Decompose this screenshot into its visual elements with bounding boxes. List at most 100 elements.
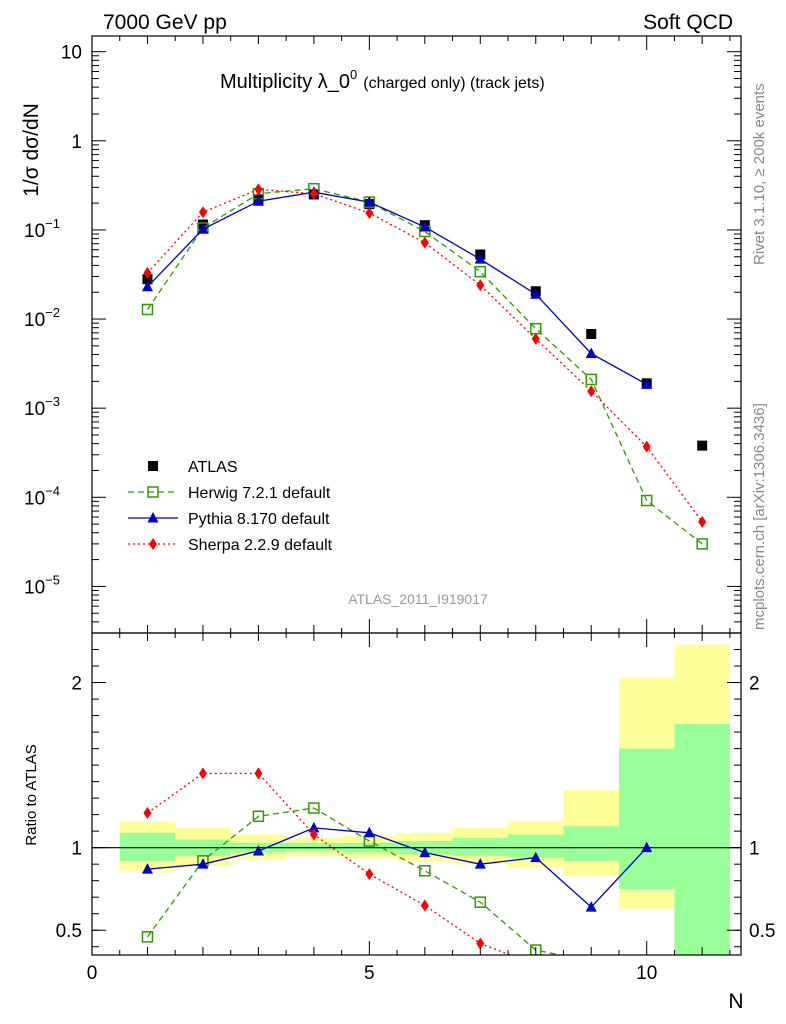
legend-label: Pythia 8.170 default (188, 511, 330, 528)
ratio-point (197, 858, 209, 869)
y-tick-label: 10−3 (24, 394, 60, 420)
ratio-point (419, 846, 431, 858)
y-tick-label: 10−4 (24, 483, 60, 509)
ratio-point (476, 937, 485, 950)
data-point (641, 378, 653, 389)
y-tick-label: 10−5 (24, 572, 60, 598)
plot-title-main: Multiplicity λ_0 (220, 71, 350, 93)
ratio-line (147, 827, 648, 909)
data-point (531, 332, 540, 345)
x-tick-label: 5 (364, 963, 375, 984)
ratio-point (309, 828, 318, 841)
data-point (142, 274, 153, 285)
ratio-series-group (141, 767, 707, 1005)
ratio-point (474, 896, 487, 908)
data-point (365, 206, 374, 219)
ratio-ylabel: Ratio to ATLAS (23, 744, 40, 845)
data-point (585, 373, 597, 386)
ratio-point (698, 984, 706, 996)
data-point (420, 236, 429, 249)
ratio-point (530, 851, 542, 863)
rivet-version-label: Rivet 3.1.10, ≥ 200k events (751, 83, 768, 265)
x-tick-label: 0 (87, 963, 98, 984)
ratio-line (146, 807, 563, 955)
legend-label: ATLAS (188, 459, 238, 476)
ratio-point (587, 969, 595, 981)
ratio-point (419, 865, 431, 877)
data-point (252, 195, 264, 206)
data-point (698, 515, 707, 528)
data-point (696, 538, 708, 550)
legend-marker (147, 512, 159, 523)
data-point (474, 265, 487, 278)
data-point (640, 494, 653, 507)
mcplots-label: mcplots.cern.ch [arXiv:1306.3436] (751, 403, 768, 630)
ratio-point (532, 959, 540, 971)
ratio-band-inner (618, 748, 675, 889)
ratio-point (308, 821, 320, 833)
ratio-point (308, 802, 320, 814)
legend-marker (147, 486, 159, 498)
data-point (254, 183, 263, 196)
legend-marker (148, 461, 158, 471)
ratio-point (420, 899, 429, 912)
ratio-point (586, 957, 596, 967)
ratio-point (141, 931, 154, 943)
legend: ATLAS Herwig 7.2.1 default Pythia 8.170 de… (128, 459, 333, 554)
main-series-group (141, 182, 708, 550)
data-point (585, 347, 597, 359)
data-point (586, 328, 597, 339)
ratio-tick-label-left: 2 (71, 674, 82, 695)
axes: 0 5 10 10 1 10−1 10−2 10−3 10−4 10−5 2 2 1 1 0.5 0.5 (24, 35, 775, 984)
y-tick-label: 10−2 (24, 305, 60, 331)
ratio-point (252, 810, 265, 823)
ratio-point (697, 995, 707, 1005)
series-line (146, 188, 703, 545)
legend-label: Herwig 7.2.1 default (188, 485, 331, 502)
y-tick-label: 1 (71, 132, 82, 153)
data-point (530, 288, 542, 299)
data-point (197, 223, 209, 234)
ratio-tick-label-right: 1 (749, 839, 760, 860)
ratio-line (147, 772, 512, 955)
ratio-frame (91, 632, 742, 956)
ratio-tick-label-left: 1 (71, 839, 82, 860)
data-point (642, 440, 651, 453)
data-point (309, 187, 318, 200)
data-point (419, 220, 431, 232)
header-right-label: Soft QCD (643, 11, 733, 34)
ratio-band-inner (563, 826, 619, 861)
x-tick-label: 10 (636, 963, 657, 984)
ratio-point (143, 806, 152, 819)
data-point (198, 206, 207, 219)
ratio-band-inner (452, 837, 509, 856)
ratio-point (530, 944, 542, 955)
ratio-plot-area (141, 767, 707, 1005)
data-point (474, 253, 486, 264)
data-point (141, 280, 153, 292)
ratio-band-inner (508, 834, 564, 858)
xlabel: N (728, 990, 743, 1013)
series-line (147, 191, 648, 385)
ratio-tick-label-right: 2 (749, 674, 760, 695)
ratio-point (365, 868, 374, 881)
ratio-point (254, 767, 263, 780)
plot-title-suffix: (charged only) (track jets) (363, 75, 544, 92)
data-point (587, 385, 596, 398)
plot-title-sup: 0 (350, 67, 357, 82)
legend-marker (149, 538, 157, 550)
ratio-point (252, 844, 264, 856)
data-point (141, 303, 154, 316)
ratio-band-inner (286, 842, 342, 851)
y-tick-label: 10 (61, 43, 82, 64)
y-tick-label: 10−1 (24, 216, 60, 242)
main-plot-area (141, 182, 708, 550)
ratio-point (198, 767, 207, 780)
header-left-label: 7000 GeV pp (103, 11, 227, 34)
ratio-tick-label-left: 0.5 (56, 921, 82, 942)
ratio-band-inner (119, 832, 176, 861)
ratio-point (585, 901, 597, 912)
ratio-uncertainty-bands (92, 644, 741, 955)
data-point (697, 440, 708, 451)
